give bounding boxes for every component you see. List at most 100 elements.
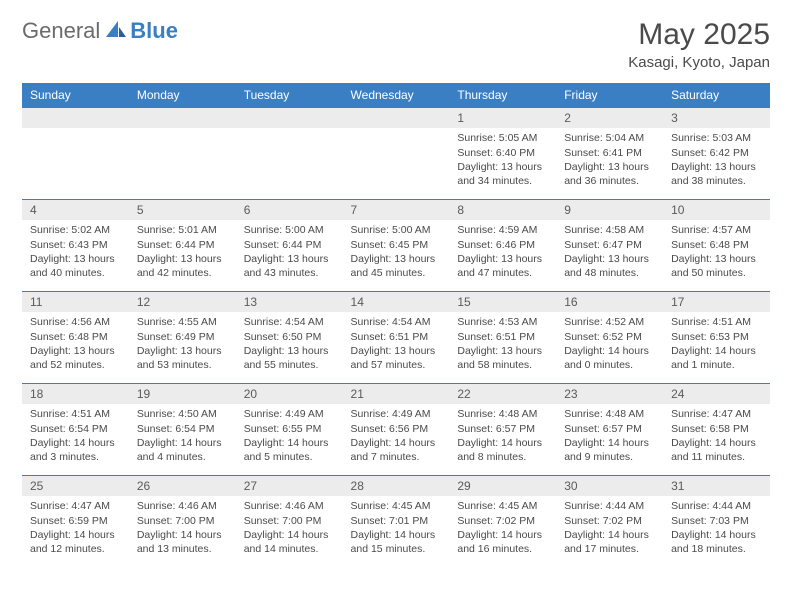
day-number: 11 [22,292,129,312]
day-number: 2 [556,108,663,128]
calendar-week-row: 1Sunrise: 5:05 AMSunset: 6:40 PMDaylight… [22,107,770,199]
day-content: Sunrise: 4:54 AMSunset: 6:50 PMDaylight:… [236,312,343,378]
day-number: 27 [236,476,343,496]
day-content: Sunrise: 5:02 AMSunset: 6:43 PMDaylight:… [22,220,129,286]
calendar-day-cell: 26Sunrise: 4:46 AMSunset: 7:00 PMDayligh… [129,475,236,567]
day-number: 10 [663,200,770,220]
brand-sail-icon [104,19,128,44]
day-number: 13 [236,292,343,312]
weekday-header: Saturday [663,83,770,107]
day-number: 1 [449,108,556,128]
calendar-day-cell: 31Sunrise: 4:44 AMSunset: 7:03 PMDayligh… [663,475,770,567]
month-title: May 2025 [628,18,770,52]
calendar-week-row: 25Sunrise: 4:47 AMSunset: 6:59 PMDayligh… [22,475,770,567]
calendar-day-cell: 11Sunrise: 4:56 AMSunset: 6:48 PMDayligh… [22,291,129,383]
calendar-day-cell [343,107,450,199]
day-number: 28 [343,476,450,496]
day-number: 31 [663,476,770,496]
day-content: Sunrise: 4:44 AMSunset: 7:03 PMDaylight:… [663,496,770,562]
calendar-day-cell: 22Sunrise: 4:48 AMSunset: 6:57 PMDayligh… [449,383,556,475]
day-number: 26 [129,476,236,496]
weekday-header: Monday [129,83,236,107]
calendar-day-cell: 8Sunrise: 4:59 AMSunset: 6:46 PMDaylight… [449,199,556,291]
calendar-day-cell [129,107,236,199]
calendar-day-cell: 27Sunrise: 4:46 AMSunset: 7:00 PMDayligh… [236,475,343,567]
calendar-day-cell: 3Sunrise: 5:03 AMSunset: 6:42 PMDaylight… [663,107,770,199]
day-content: Sunrise: 4:44 AMSunset: 7:02 PMDaylight:… [556,496,663,562]
day-number: 19 [129,384,236,404]
title-block: May 2025 Kasagi, Kyoto, Japan [628,18,770,71]
day-content: Sunrise: 4:53 AMSunset: 6:51 PMDaylight:… [449,312,556,378]
day-number: 25 [22,476,129,496]
day-content: Sunrise: 4:58 AMSunset: 6:47 PMDaylight:… [556,220,663,286]
day-content [129,128,236,151]
day-content: Sunrise: 4:46 AMSunset: 7:00 PMDaylight:… [129,496,236,562]
day-number: 23 [556,384,663,404]
calendar-day-cell: 5Sunrise: 5:01 AMSunset: 6:44 PMDaylight… [129,199,236,291]
day-content: Sunrise: 5:04 AMSunset: 6:41 PMDaylight:… [556,128,663,194]
day-content: Sunrise: 4:45 AMSunset: 7:01 PMDaylight:… [343,496,450,562]
day-number: 4 [22,200,129,220]
day-content: Sunrise: 5:05 AMSunset: 6:40 PMDaylight:… [449,128,556,194]
day-content: Sunrise: 5:01 AMSunset: 6:44 PMDaylight:… [129,220,236,286]
calendar-day-cell: 1Sunrise: 5:05 AMSunset: 6:40 PMDaylight… [449,107,556,199]
calendar-day-cell: 30Sunrise: 4:44 AMSunset: 7:02 PMDayligh… [556,475,663,567]
calendar-day-cell: 6Sunrise: 5:00 AMSunset: 6:44 PMDaylight… [236,199,343,291]
day-content: Sunrise: 4:57 AMSunset: 6:48 PMDaylight:… [663,220,770,286]
day-number: 17 [663,292,770,312]
calendar-day-cell: 19Sunrise: 4:50 AMSunset: 6:54 PMDayligh… [129,383,236,475]
day-number: 9 [556,200,663,220]
page-header: General Blue May 2025 Kasagi, Kyoto, Jap… [22,18,770,71]
day-number: 6 [236,200,343,220]
day-content: Sunrise: 4:59 AMSunset: 6:46 PMDaylight:… [449,220,556,286]
day-content: Sunrise: 4:48 AMSunset: 6:57 PMDaylight:… [449,404,556,470]
calendar-day-cell [236,107,343,199]
day-content: Sunrise: 4:49 AMSunset: 6:56 PMDaylight:… [343,404,450,470]
day-number: 3 [663,108,770,128]
calendar-day-cell: 18Sunrise: 4:51 AMSunset: 6:54 PMDayligh… [22,383,129,475]
day-content: Sunrise: 5:00 AMSunset: 6:45 PMDaylight:… [343,220,450,286]
calendar-day-cell: 25Sunrise: 4:47 AMSunset: 6:59 PMDayligh… [22,475,129,567]
day-number: 15 [449,292,556,312]
weekday-header: Wednesday [343,83,450,107]
calendar-day-cell: 13Sunrise: 4:54 AMSunset: 6:50 PMDayligh… [236,291,343,383]
calendar-day-cell: 2Sunrise: 5:04 AMSunset: 6:41 PMDaylight… [556,107,663,199]
day-number: 8 [449,200,556,220]
calendar-day-cell: 29Sunrise: 4:45 AMSunset: 7:02 PMDayligh… [449,475,556,567]
day-content: Sunrise: 4:52 AMSunset: 6:52 PMDaylight:… [556,312,663,378]
day-number: 30 [556,476,663,496]
day-number [129,108,236,128]
day-number: 5 [129,200,236,220]
day-content: Sunrise: 4:47 AMSunset: 6:59 PMDaylight:… [22,496,129,562]
calendar-day-cell: 17Sunrise: 4:51 AMSunset: 6:53 PMDayligh… [663,291,770,383]
brand-text-blue: Blue [130,18,178,44]
weekday-header: Thursday [449,83,556,107]
calendar-day-cell: 23Sunrise: 4:48 AMSunset: 6:57 PMDayligh… [556,383,663,475]
calendar-day-cell [22,107,129,199]
weekday-header-row: Sunday Monday Tuesday Wednesday Thursday… [22,83,770,107]
calendar-day-cell: 15Sunrise: 4:53 AMSunset: 6:51 PMDayligh… [449,291,556,383]
day-content: Sunrise: 4:51 AMSunset: 6:53 PMDaylight:… [663,312,770,378]
calendar-day-cell: 21Sunrise: 4:49 AMSunset: 6:56 PMDayligh… [343,383,450,475]
day-number: 22 [449,384,556,404]
weekday-header: Tuesday [236,83,343,107]
calendar-week-row: 11Sunrise: 4:56 AMSunset: 6:48 PMDayligh… [22,291,770,383]
day-content: Sunrise: 4:55 AMSunset: 6:49 PMDaylight:… [129,312,236,378]
day-number: 14 [343,292,450,312]
location-subtitle: Kasagi, Kyoto, Japan [628,54,770,71]
brand-text-general: General [22,18,100,44]
day-content: Sunrise: 4:49 AMSunset: 6:55 PMDaylight:… [236,404,343,470]
day-content: Sunrise: 4:50 AMSunset: 6:54 PMDaylight:… [129,404,236,470]
day-number: 16 [556,292,663,312]
day-content: Sunrise: 4:48 AMSunset: 6:57 PMDaylight:… [556,404,663,470]
day-number [343,108,450,128]
weekday-header: Friday [556,83,663,107]
weekday-header: Sunday [22,83,129,107]
day-number: 18 [22,384,129,404]
day-number: 24 [663,384,770,404]
calendar-day-cell: 20Sunrise: 4:49 AMSunset: 6:55 PMDayligh… [236,383,343,475]
brand-logo: General Blue [22,18,178,44]
day-number: 29 [449,476,556,496]
calendar-day-cell: 24Sunrise: 4:47 AMSunset: 6:58 PMDayligh… [663,383,770,475]
day-content [343,128,450,151]
